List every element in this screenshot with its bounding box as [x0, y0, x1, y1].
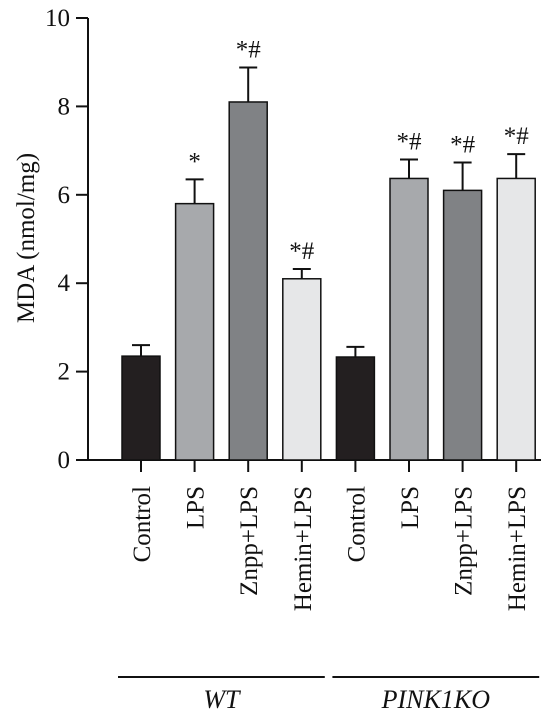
category-label: Znpp+LPS [236, 486, 263, 596]
axes: 0 2 4 6 8 10 [45, 5, 541, 474]
y-axis-title: MDA (nmol/mg) [13, 153, 40, 323]
y-tick-label: 2 [58, 359, 71, 386]
group-label: WT [203, 685, 241, 714]
significance-marker: *# [450, 132, 476, 159]
bar [174, 202, 215, 461]
y-tick-label: 8 [58, 93, 71, 120]
significance-marker: *# [289, 238, 315, 265]
category-label: LPS [397, 486, 424, 529]
category-label: Control [343, 486, 370, 562]
bar [228, 101, 268, 461]
y-tick-label: 0 [58, 447, 71, 474]
bar [442, 189, 483, 461]
category-label: Control [129, 486, 156, 562]
bar [496, 177, 536, 461]
category-label: Hemin+LPS [504, 486, 531, 611]
group-label: PINK1KO [381, 685, 491, 714]
bar [282, 278, 322, 461]
category-label: Hemin+LPS [290, 486, 317, 611]
bar [121, 355, 161, 461]
y-tick-label: 4 [58, 270, 71, 297]
y-tick-label: 10 [45, 5, 70, 32]
significance-marker: *# [236, 37, 262, 64]
y-tick-label: 6 [58, 182, 71, 209]
bars [121, 66, 536, 461]
significance-marker: * [188, 148, 201, 175]
category-label: LPS [183, 486, 210, 529]
category-label: Znpp+LPS [451, 486, 478, 596]
significance-marker: *# [397, 128, 423, 155]
bar [335, 356, 376, 461]
significance-marker: *# [504, 123, 530, 150]
labels: Control LPS * Znpp+LPS *# Hemin+LPS *# Control L… [118, 37, 540, 714]
bar [389, 177, 429, 461]
